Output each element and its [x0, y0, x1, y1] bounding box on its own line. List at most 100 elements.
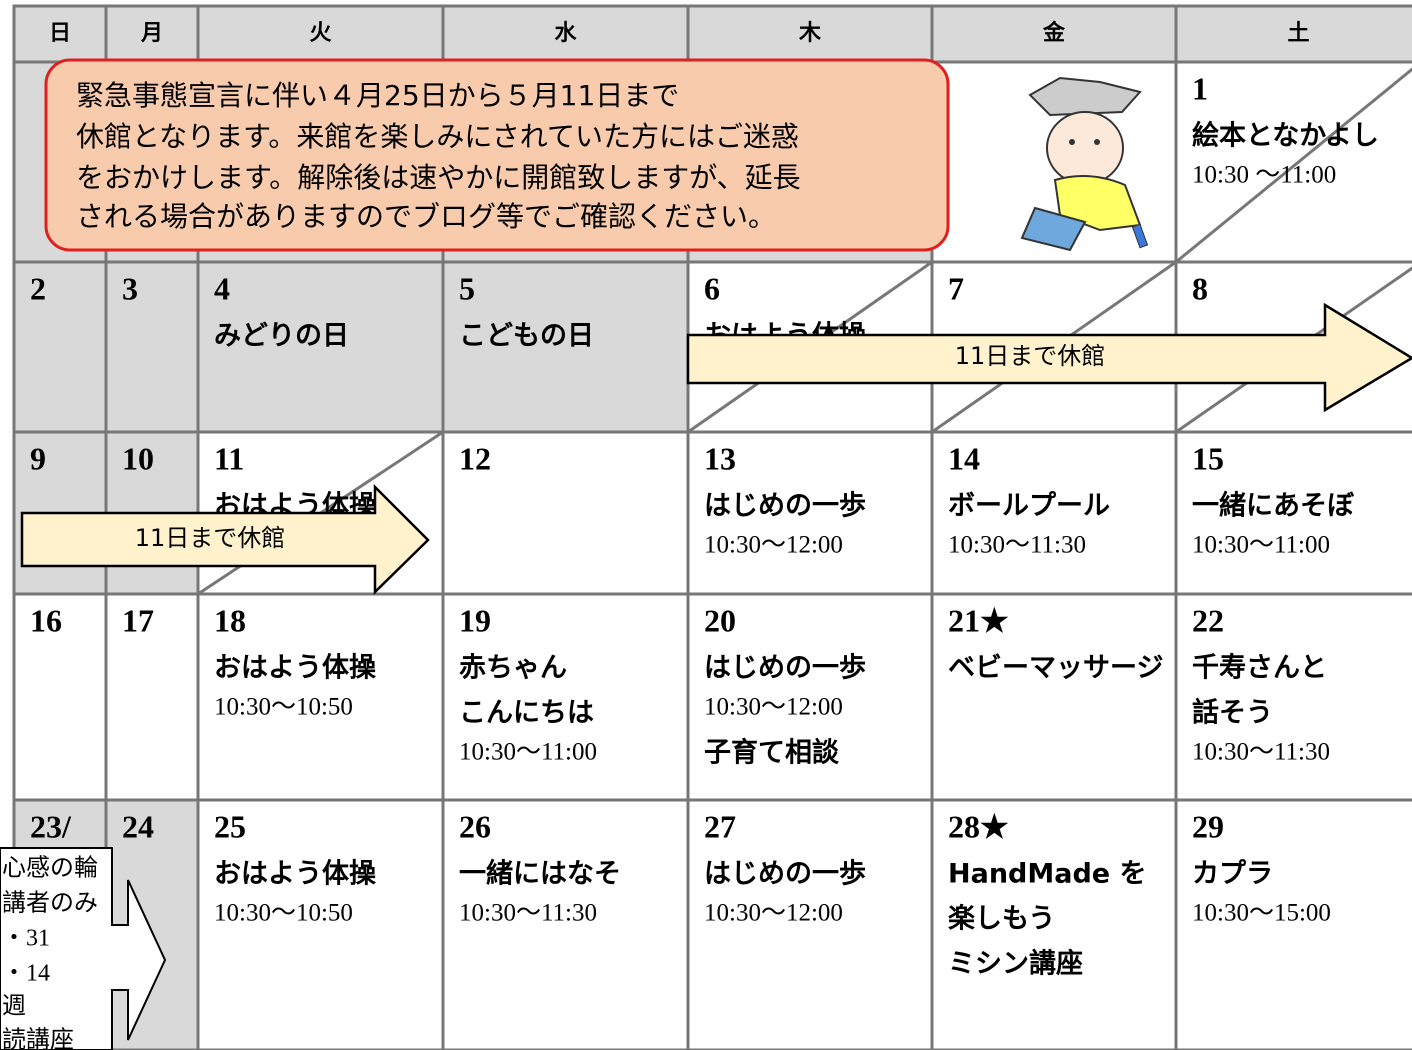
event-name: 話そう: [1192, 697, 1273, 729]
event-name: 一緒にあそぼ: [1192, 490, 1355, 522]
date: 7: [948, 270, 964, 306]
date: 26: [459, 808, 491, 844]
day-cell: [441, 260, 690, 434]
event-name: 赤ちゃん: [459, 653, 567, 684]
date: 5: [459, 270, 475, 306]
day-cell: [1174, 798, 1412, 1050]
notice-line: される場合がありますのでブログ等でご確認ください。: [76, 200, 776, 233]
date: 4: [214, 270, 230, 306]
event-name: はじめの一歩: [704, 859, 866, 890]
day-cell: [930, 592, 1178, 802]
date: 13: [704, 440, 736, 476]
day-cell: [441, 592, 690, 802]
event-name: はじめの一歩: [704, 491, 866, 522]
event-name: こんにちは: [459, 698, 594, 729]
callout-box: [0, 847, 167, 1050]
day-label: 木: [798, 21, 822, 46]
date: 12: [459, 440, 491, 476]
callout-line: 心感の輪: [2, 855, 98, 882]
event-name: ボールプール: [948, 491, 1110, 522]
day-label: 火: [309, 21, 331, 46]
closed-arrow: [686, 302, 1412, 413]
date: 6: [704, 270, 720, 306]
date: 25: [214, 808, 246, 844]
callout-line: 週: [2, 994, 26, 1020]
day-cell: [1174, 592, 1412, 802]
header-cell: [930, 4, 1178, 64]
event-time: 10:30〜10:50: [214, 694, 353, 721]
callout-line: ・14: [2, 961, 50, 987]
date: 29: [1192, 808, 1224, 844]
date: 3: [122, 270, 138, 306]
event-name: カプラ: [1192, 859, 1273, 890]
day-label: 日: [49, 21, 71, 46]
event-name: 絵本となかよし: [1192, 120, 1379, 152]
date: 10: [122, 440, 154, 476]
day-label: 金: [1042, 20, 1066, 46]
closed-arrow: [20, 483, 430, 595]
date: 11: [214, 440, 244, 476]
date: 2: [30, 270, 46, 306]
day-cell: [441, 430, 690, 596]
body: [1053, 175, 1142, 232]
hat: [1028, 76, 1142, 117]
eye: [1094, 139, 1100, 145]
event-time: 10:30〜11:30: [459, 900, 597, 927]
closed-diagonal: [1175, 67, 1412, 264]
date: 16: [30, 602, 62, 638]
child-illustration: [1020, 76, 1149, 252]
event-time: 10:30〜12:00: [704, 694, 843, 721]
date: 1: [1192, 70, 1208, 106]
notice-line: をおかけします。解除後は速やかに開館致しますが、延長: [76, 161, 801, 194]
event-time: 10:30〜11:30: [1192, 739, 1330, 766]
day-cell: [930, 430, 1178, 596]
day-cell: [196, 798, 445, 1050]
date: 15: [1192, 440, 1224, 476]
event-time: 10:30〜11:00: [1192, 532, 1330, 559]
event-name: こどもの日: [459, 321, 594, 352]
date: 28★: [948, 808, 1009, 844]
paper: [1020, 206, 1087, 252]
event-name: ミシン講座: [948, 948, 1083, 980]
date: 17: [122, 602, 154, 638]
day-cell: [104, 260, 200, 434]
date: 9: [30, 440, 46, 476]
callout-line: 講者のみ: [2, 890, 98, 917]
event-time: 10:30 〜11:00: [1192, 162, 1336, 189]
event-name: はじめの一歩: [704, 653, 866, 684]
day-cell: [930, 798, 1178, 1050]
notice-line: 休館となります。来館を楽しみにされていた方にはご迷惑: [76, 120, 799, 153]
header-cell: [1174, 4, 1412, 64]
crayon: [1131, 223, 1149, 249]
date: 19: [459, 602, 491, 638]
event-name: おはよう体操: [214, 859, 376, 890]
date: 8: [1192, 270, 1208, 306]
face: [1046, 111, 1124, 185]
day-label: 月: [140, 21, 163, 46]
date: 21★: [948, 602, 1009, 638]
event-time: 10:30〜11:00: [459, 739, 597, 766]
event-time: 10:30〜12:00: [704, 532, 843, 559]
day-cell: [12, 260, 108, 434]
date: 20: [704, 602, 736, 638]
callout-line: 読講座: [2, 1027, 74, 1050]
event-name: ベビーマッサージ: [948, 653, 1163, 684]
event-time: 10:30〜12:00: [704, 900, 843, 927]
day-label: 土: [1287, 21, 1309, 46]
date: 23/: [30, 808, 72, 844]
event-name: 楽しもう: [948, 904, 1055, 935]
closed-arrow-label: 11日まで休館: [955, 342, 1106, 370]
notice-line: 緊急事態宣言に伴い４月25日から５月11日まで: [76, 79, 679, 112]
event-time: 10:30〜10:50: [214, 900, 353, 927]
event-name: HandMade を: [948, 859, 1147, 890]
date: 24: [122, 808, 154, 844]
date: 18: [214, 602, 246, 638]
event-time: 10:30〜15:00: [1192, 900, 1331, 927]
event-name: 子育て相談: [704, 737, 840, 769]
day-cell: [441, 798, 690, 1050]
callout-line: ・31: [2, 926, 50, 952]
day-label: 水: [554, 21, 577, 46]
event-name: 千寿さんと: [1192, 653, 1327, 684]
event-name: 一緒にはなそ: [459, 858, 621, 890]
